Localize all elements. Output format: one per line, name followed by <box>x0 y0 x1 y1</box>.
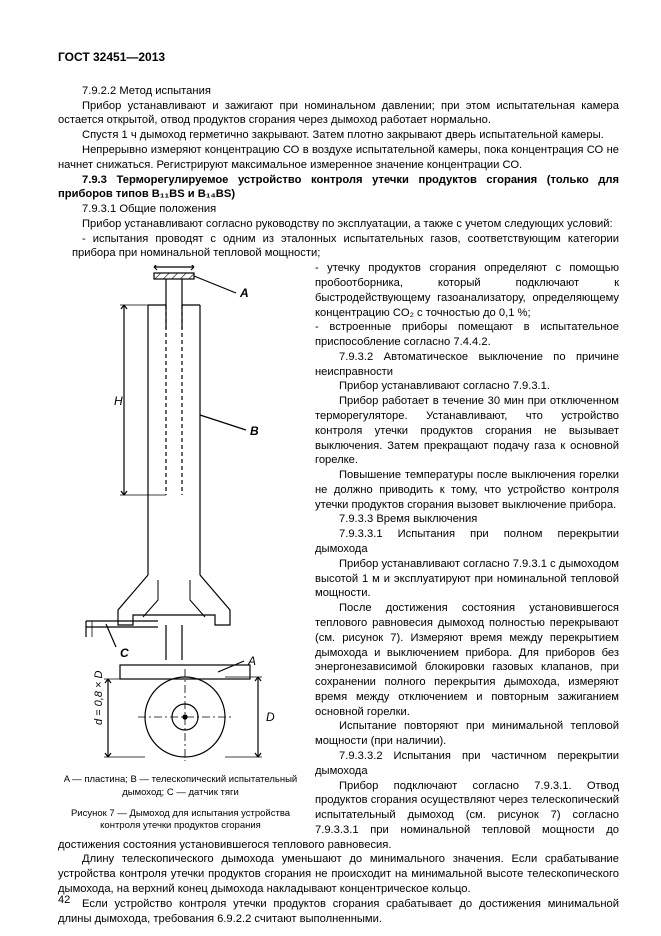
svg-text:B: B <box>250 424 259 438</box>
figure-svg: Ød A B H C <box>58 265 303 763</box>
para: Прибор устанавливают и зажигают при номи… <box>58 99 619 129</box>
figure-legend: A — пластина; B — телескопический испыта… <box>58 774 303 800</box>
list-item: - испытания проводят с одним из эталонны… <box>58 232 619 262</box>
para: Непрерывно измеряют концентрацию СО в во… <box>58 143 619 173</box>
page-number: 42 <box>58 893 70 908</box>
svg-text:A: A <box>247 654 256 668</box>
para: Длину телескопического дымохода уменьшаю… <box>58 852 619 896</box>
svg-text:H: H <box>114 394 123 408</box>
para: Прибор устанавливают согласно руководств… <box>58 217 619 232</box>
svg-text:D: D <box>266 710 275 724</box>
svg-text:C: C <box>120 646 129 660</box>
para: Спустя 1 ч дымоход герметично закрывают.… <box>58 128 619 143</box>
figure-7: Ød A B H C <box>58 265 303 830</box>
svg-text:A: A <box>239 286 249 300</box>
doc-header: ГОСТ 32451—2013 <box>58 50 619 66</box>
heading-7922: 7.9.2.2 Метод испытания <box>58 84 619 99</box>
para: Если устройство контроля утечки продукто… <box>58 897 619 927</box>
figure-caption: Рисунок 7 — Дымоход для испытания устрой… <box>58 808 303 834</box>
heading-7931: 7.9.3.1 Общие положения <box>58 202 619 217</box>
heading-793: 7.9.3 Терморегулируемое устройство контр… <box>58 173 619 203</box>
svg-text:d = 0,8 × D: d = 0,8 × D <box>93 671 105 725</box>
